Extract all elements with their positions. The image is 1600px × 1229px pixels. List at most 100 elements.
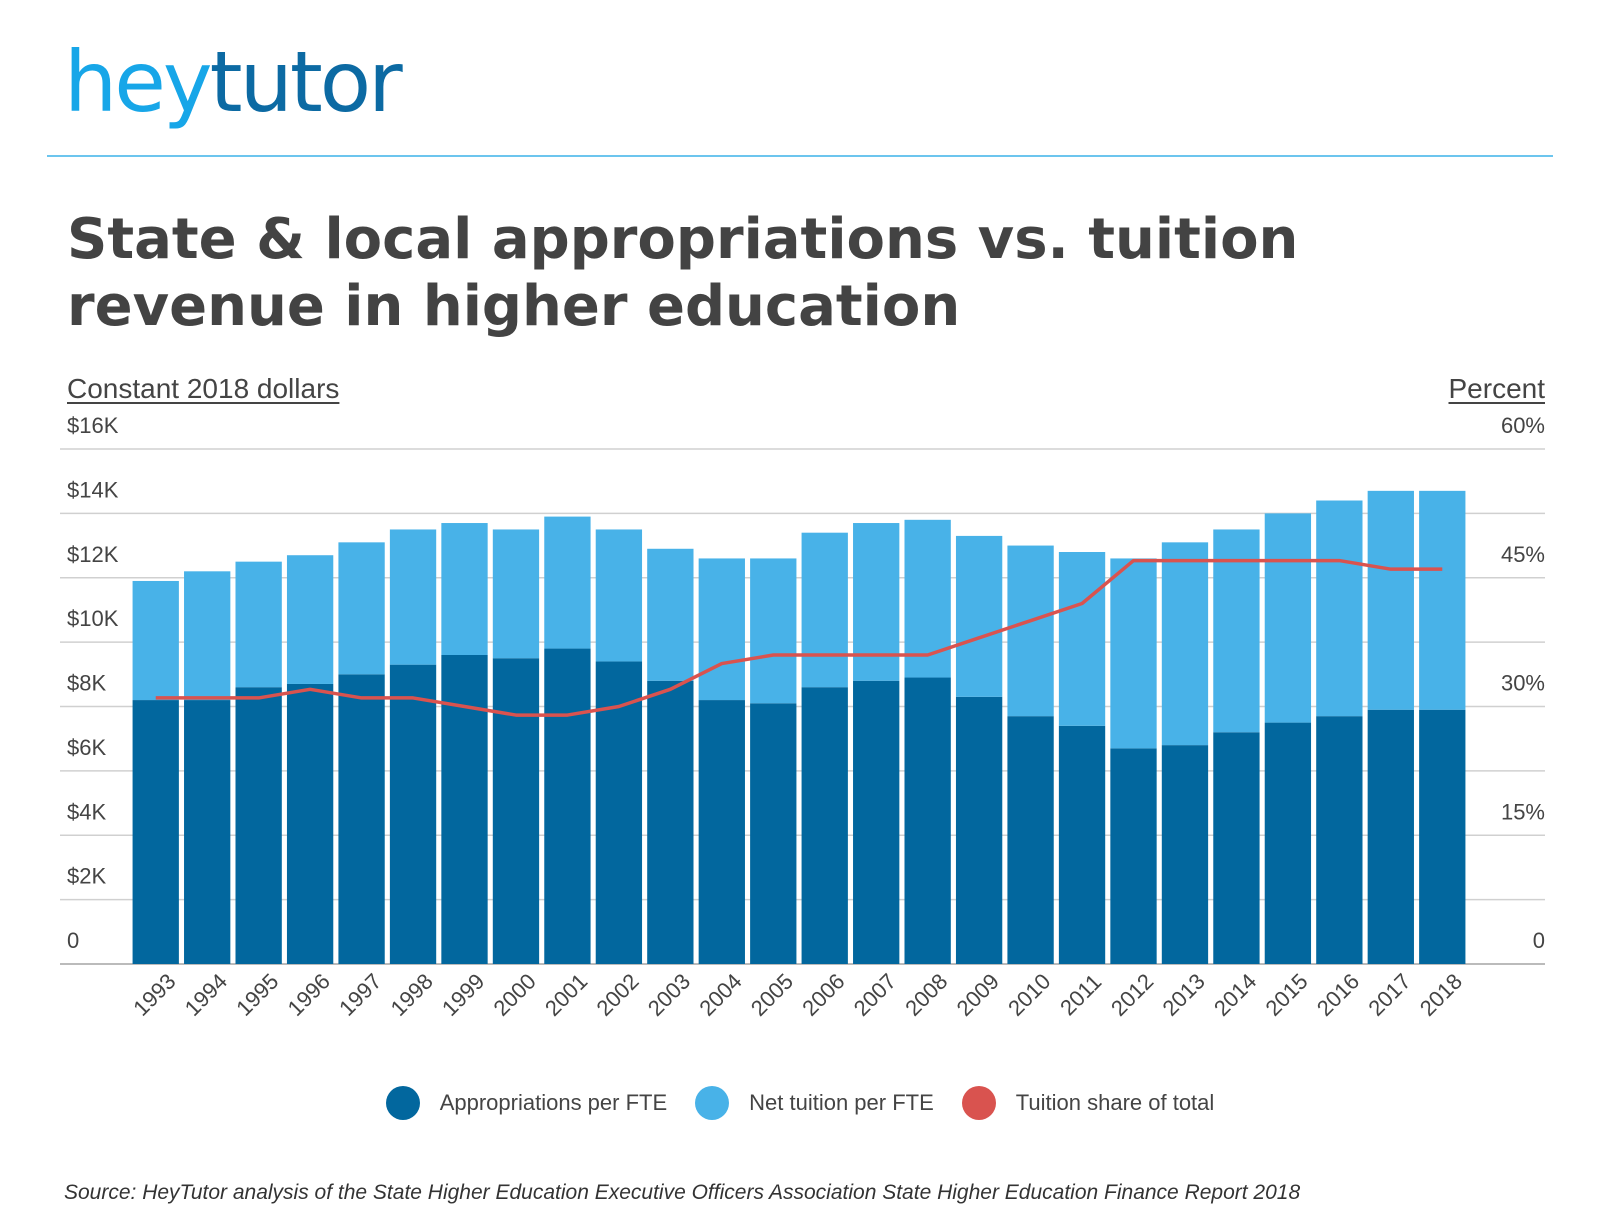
legend-item-net-tuition: Net tuition per FTE [695,1086,934,1120]
bar-net-tuition [955,535,1003,697]
x-tick-label: 2011 [1055,969,1106,1020]
source-note: Source: HeyTutor analysis of the State H… [64,1181,1301,1204]
y-tick-label: $10K [67,606,119,631]
bar-appropriations [647,680,694,964]
y-tick-label: $4K [67,799,106,824]
y-tick-label: $12K [67,542,119,567]
bar-appropriations [544,648,591,964]
x-tick-label: 2007 [849,969,901,1021]
legend-label-tuition-share: Tuition share of total [1015,1090,1215,1115]
bar-net-tuition [698,558,745,701]
bar-net-tuition [441,523,488,655]
bar-net-tuition [184,571,231,701]
bar-appropriations [853,680,900,964]
bar-appropriations [955,696,1003,964]
bar-net-tuition [1264,513,1312,723]
bar-net-tuition [1367,490,1414,710]
chart-legend: Appropriations per FTE Net tuition per F… [0,1086,1600,1120]
bar-appropriations [1419,709,1466,964]
chart-plot: 0 $2K $4K $6K $8K $10K $12K $14K $16K 0 15% 30% 45% 6… [60,413,1545,1021]
x-tick-label: 2018 [1415,969,1467,1021]
bar-appropriations [1264,722,1312,964]
y2-tick-label: 60% [1501,413,1545,438]
y2-tick-label: 0 [1533,928,1545,953]
bar-net-tuition [544,516,591,649]
x-tick-label: 1995 [231,969,283,1021]
x-tick-label: 2015 [1260,969,1312,1021]
right-axis-title: Percent [1448,373,1546,404]
bar-net-tuition [853,523,900,681]
bar-net-tuition [1007,545,1054,717]
bar-net-tuition [750,558,797,704]
bar-appropriations [698,700,745,964]
left-axis-title: Constant 2018 dollars [67,373,340,404]
bar-net-tuition [647,548,694,681]
bar-appropriations [595,661,643,964]
x-tick-label: 2001 [540,969,592,1021]
x-tick-label: 2016 [1312,969,1364,1021]
bar-net-tuition [132,580,179,701]
y2-tick-label: 45% [1501,542,1545,567]
x-tick-label: 2000 [489,969,541,1021]
bar-appropriations [286,683,334,964]
bar-appropriations [1161,745,1209,964]
bar-appropriations [1367,709,1414,964]
x-tick-label: 2005 [746,969,798,1021]
y-tick-label: $16K [67,413,119,438]
y-tick-label: $6K [67,735,106,760]
y2-tick-label: 30% [1501,671,1545,696]
legend-item-appropriations: Appropriations per FTE [385,1086,668,1120]
bar-net-tuition [286,555,334,684]
x-tick-label: 2009 [952,969,1004,1021]
bar-net-tuition [595,529,643,662]
legend-swatch-appropriations [385,1086,420,1120]
x-tick-label: 2003 [643,969,695,1021]
y-tick-label: $14K [67,477,119,502]
x-tick-label: 2004 [694,969,746,1021]
y-tick-label: 0 [67,928,79,953]
bar-appropriations [441,655,488,964]
x-tick-label: 1996 [283,969,335,1021]
legend-label-appropriations: Appropriations per FTE [439,1090,668,1115]
bar-appropriations [750,703,797,964]
logo-hey: hey [64,33,213,131]
bar-net-tuition [801,532,848,688]
chart-title: State & local appropriations vs. tuition… [67,207,1299,339]
bar-appropriations [1110,748,1157,964]
bar-appropriations [1007,716,1054,964]
legend-swatch-tuition-share [961,1086,996,1120]
bar-net-tuition [1058,552,1106,726]
logo-tutor: tutor [209,33,403,131]
x-tick-label: 1997 [334,969,386,1021]
bar-appropriations [338,674,385,964]
x-tick-label: 2013 [1158,969,1210,1021]
y-tick-label: $8K [67,671,106,696]
x-tick-label: 2012 [1106,969,1158,1021]
bar-net-tuition [1110,558,1157,749]
bar-net-tuition [235,561,282,688]
bar-appropriations [801,687,848,964]
bar-appropriations [184,700,231,964]
bar-net-tuition [1316,500,1363,717]
bar-appropriations [1316,716,1363,964]
bar-net-tuition [338,542,385,675]
bar-net-tuition [492,529,540,659]
bar-net-tuition [1161,542,1209,746]
bar-appropriations [389,664,437,964]
bar-appropriations [132,700,179,964]
bar-appropriations [235,687,282,964]
y-tick-label: $2K [67,864,106,889]
bar-appropriations [492,658,540,964]
x-tick-label: 2002 [591,969,643,1021]
x-tick-label: 1999 [437,969,489,1021]
bar-net-tuition [1213,529,1260,733]
x-tick-label: 2006 [797,969,849,1021]
x-tick-label: 2017 [1363,969,1415,1021]
bar-appropriations [1213,732,1260,964]
legend-item-tuition-share: Tuition share of total [961,1086,1215,1120]
heytutor-logo: heytutor [64,40,403,124]
header-divider [47,155,1553,157]
x-tick-label: 2014 [1209,969,1261,1021]
legend-swatch-net-tuition [695,1086,730,1120]
bar-appropriations [1058,725,1106,964]
